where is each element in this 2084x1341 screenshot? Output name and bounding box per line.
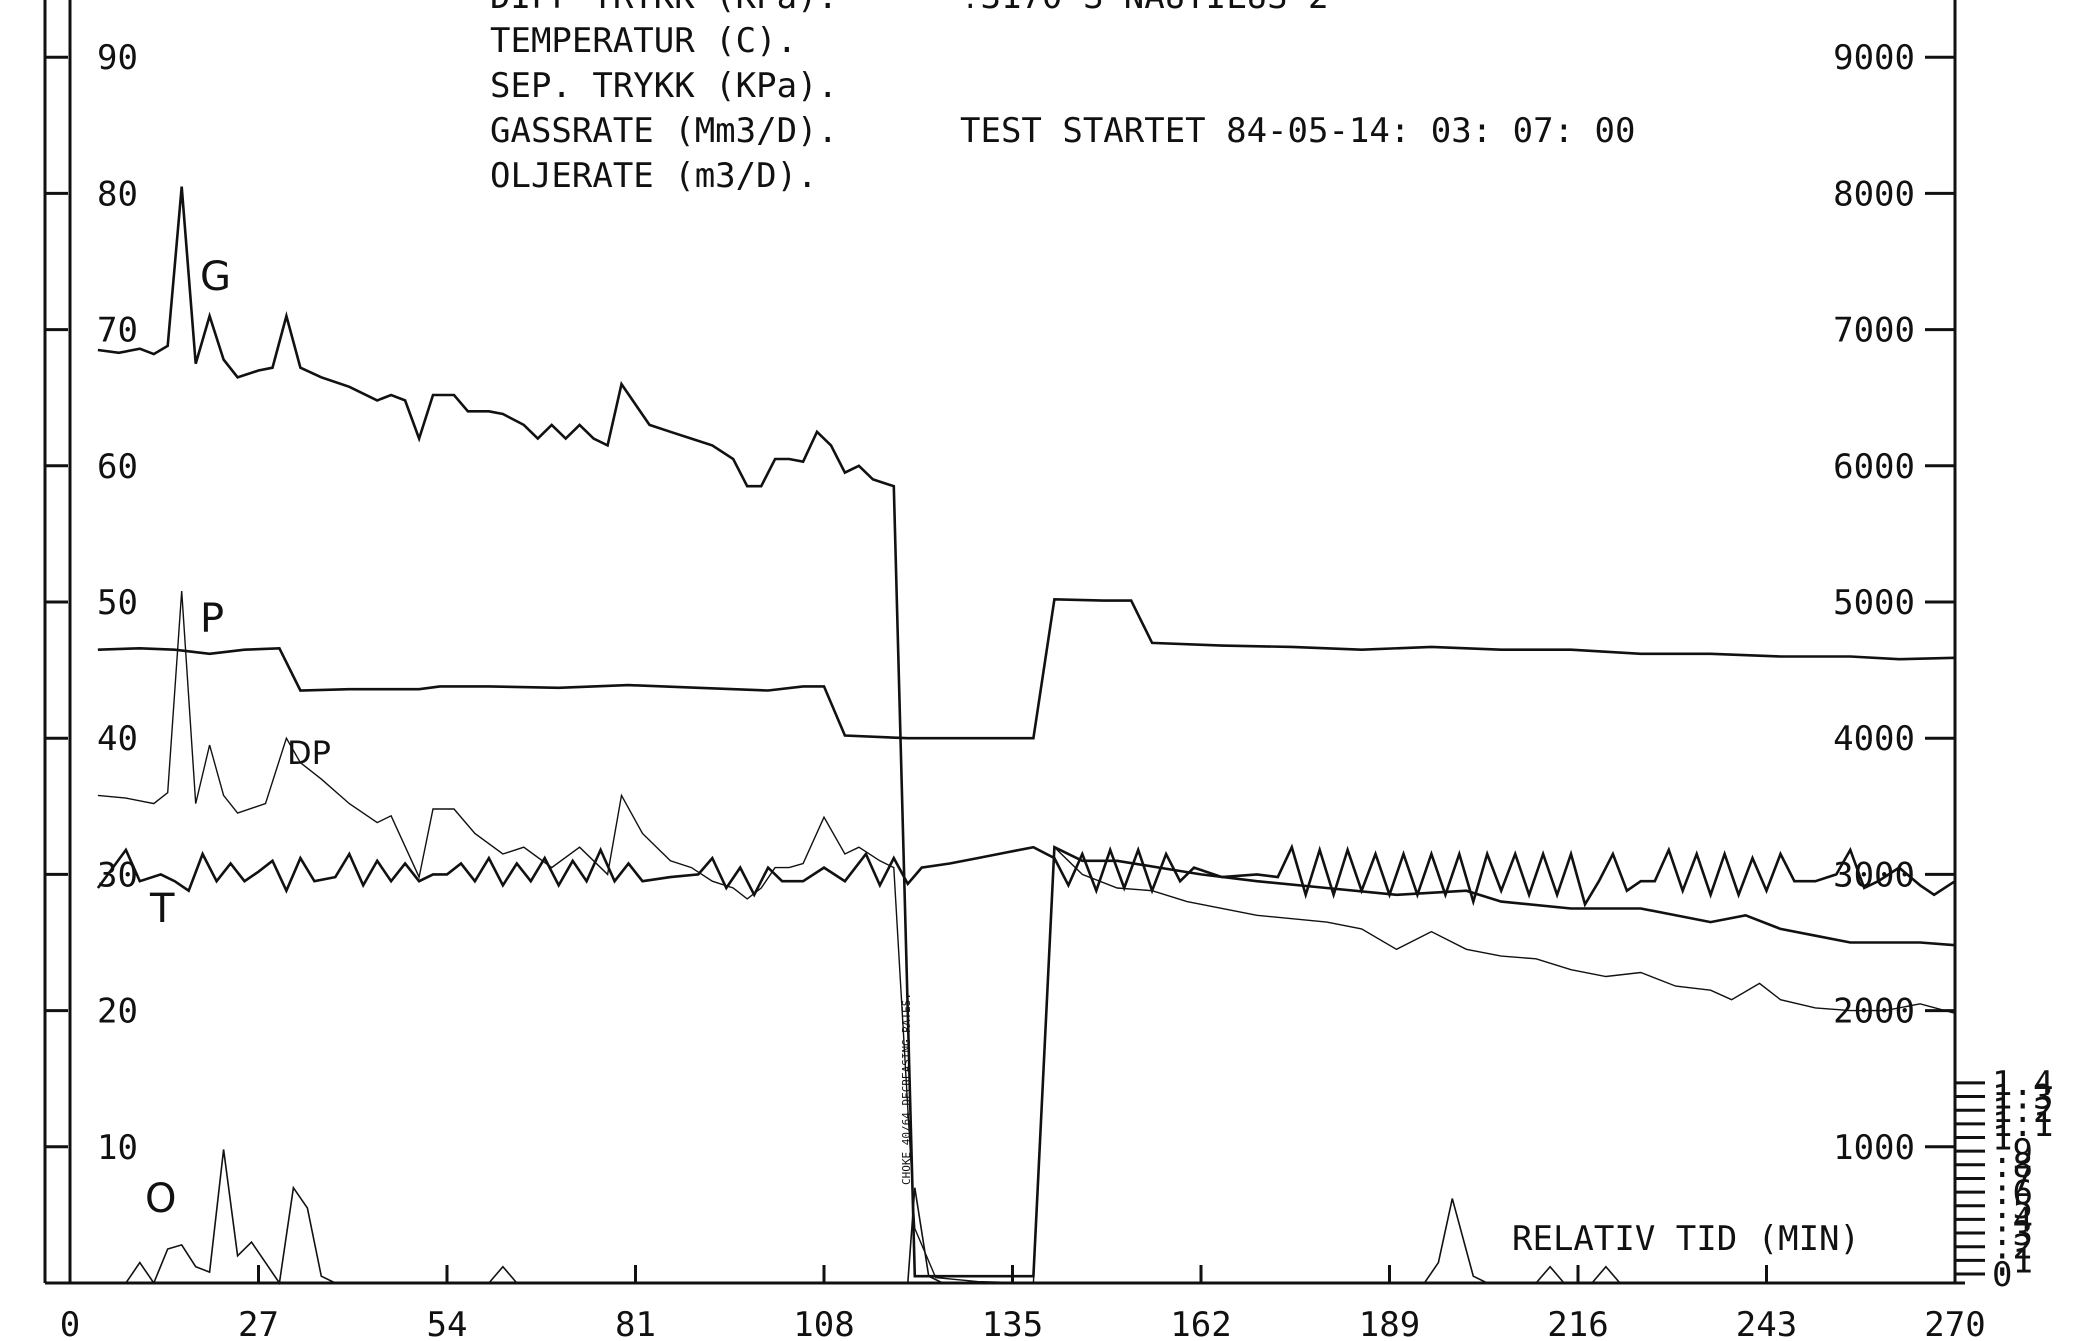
- right-rate-tick-label: 6000: [1833, 447, 1915, 487]
- right-fraction-tick-label: 1.3: [1992, 1078, 2053, 1118]
- left-tick-label: 20: [97, 992, 138, 1032]
- right-rate-tick-label: 1000: [1833, 1128, 1915, 1168]
- x-tick-label: 108: [793, 1305, 854, 1341]
- choke-annotation: CHOKE 40/64 DECREASING RATES.: [900, 993, 913, 1185]
- right-fraction-tick-label: .4: [1992, 1200, 2033, 1240]
- left-tick-label: 80: [97, 174, 138, 214]
- right-fraction-tick-label: .7: [1992, 1159, 2033, 1199]
- axes: [43, 0, 1965, 1285]
- series-dp-line: [97, 591, 1956, 1284]
- x-axis-title: RELATIV TID (MIN): [1512, 1219, 1860, 1259]
- header-temperatur: TEMPERATUR (C).: [490, 21, 797, 61]
- left-tick-label: 60: [97, 447, 138, 487]
- right-rate-tick-label: 2000: [1833, 992, 1915, 1032]
- x-tick-label: 189: [1359, 1305, 1420, 1341]
- header-oljerate: OLJERATE (m3/D).: [490, 156, 818, 196]
- series-label-dp: DP: [287, 734, 331, 772]
- right-rate-tick-label: 5000: [1833, 583, 1915, 623]
- x-tick-label: 135: [982, 1305, 1043, 1341]
- series-label-t: T: [149, 886, 175, 932]
- series-o-line: [97, 1149, 1955, 1286]
- series-t-line: [96, 843, 1956, 908]
- series-lines: [96, 186, 1956, 1286]
- series-label-g: G: [200, 254, 231, 300]
- x-tick-label: 0: [60, 1305, 80, 1341]
- right-fraction-tick-label: .3: [1992, 1214, 2033, 1254]
- right-fraction-tick-label: 1.1: [1992, 1105, 2053, 1145]
- right-fraction-tick-label: .1: [1992, 1241, 2033, 1281]
- right-fraction-tick-label: .5: [1992, 1187, 2033, 1227]
- right-rate-tick-label: 7000: [1833, 311, 1915, 351]
- left-tick-label: 10: [97, 1128, 138, 1168]
- x-tick-label: 243: [1736, 1305, 1797, 1341]
- right-fraction-tick-label: .2: [1992, 1228, 2033, 1268]
- axis-ticks: 0 27 54 81 108 135 162 189 216 243 270102030405060…: [45, 38, 2053, 1341]
- x-tick-label: 54: [427, 1305, 468, 1341]
- header-gassrate: GASSRATE (Mm3/D).: [490, 111, 838, 151]
- left-tick-label: 40: [97, 719, 138, 759]
- right-fraction-tick-label: .6: [1992, 1173, 2033, 1213]
- x-tick-label: 270: [1924, 1305, 1985, 1341]
- series-labels: G P DP T O: [145, 254, 331, 1222]
- right-fraction-tick-label: 1.4: [1992, 1064, 2053, 1104]
- x-tick-label: 27: [238, 1305, 279, 1341]
- x-tick-label: 162: [1170, 1305, 1231, 1341]
- header-diff-trykk: DIFF TRYKK (KPa).: [490, 0, 838, 17]
- right-rate-tick-label: 9000: [1833, 38, 1915, 78]
- header-test-startet: TEST STARTET 84-05-14: 03: 07: 00: [960, 111, 1636, 151]
- right-fraction-tick-label: 1: [1992, 1119, 2012, 1159]
- right-fraction-tick-label: .9: [1992, 1132, 2033, 1172]
- x-tick-label: 216: [1547, 1305, 1608, 1341]
- right-rate-tick-label: 4000: [1833, 719, 1915, 759]
- header-well-name: !3170 S NAUTILUS 2: [960, 0, 1328, 17]
- right-rate-tick-label: 3000: [1833, 855, 1915, 895]
- right-fraction-tick-label: 1.2: [1992, 1091, 2053, 1131]
- series-p-line: [97, 597, 1956, 740]
- series-g-line: [97, 186, 1956, 1278]
- chart-header: DIFF TRYKK (KPa). !3170 S NAUTILUS 2 TEM…: [490, 0, 1636, 196]
- right-fraction-tick-label: 0: [1992, 1255, 2012, 1295]
- series-label-p: P: [200, 596, 224, 642]
- header-sep-trykk: SEP. TRYKK (KPa).: [490, 66, 838, 106]
- x-tick-label: 81: [615, 1305, 656, 1341]
- left-tick-label: 90: [97, 38, 138, 78]
- left-tick-label: 50: [97, 583, 138, 623]
- right-fraction-tick-label: .8: [1992, 1146, 2033, 1186]
- right-rate-tick-label: 8000: [1833, 174, 1915, 214]
- series-label-o: O: [145, 1176, 176, 1222]
- left-tick-label: 70: [97, 311, 138, 351]
